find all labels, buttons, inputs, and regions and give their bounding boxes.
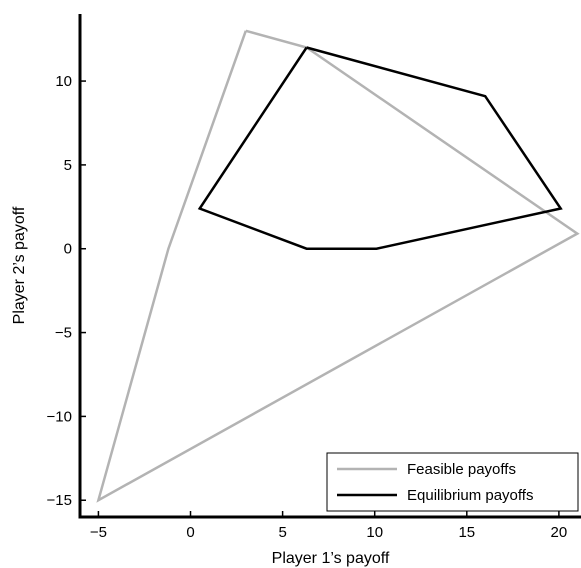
x-tick-label: 10 [366,524,383,541]
y-axis-label: Player 2’s payoff [11,206,28,324]
legend-label-equilibrium: Equilibrium payoffs [407,487,533,504]
y-tick-label: 0 [64,241,72,258]
feasible-payoffs-line [96,29,580,503]
x-tick-label: −5 [90,524,107,541]
equilibrium-payoffs-line [197,46,563,250]
x-axis-label: Player 1’s payoff [272,550,390,567]
y-tick-label: −15 [47,492,72,509]
series-layer [96,29,580,503]
legend-box [326,452,579,512]
y-tick-label: −5 [55,325,72,342]
legend: Feasible payoffs Equilibrium payoffs [326,452,579,512]
x-tick-label: 0 [186,524,194,541]
axes-layer [78,14,581,519]
y-tick-label: 5 [64,157,72,174]
ticks-layer: −5 0 5 10 15 20 −15 −10 −5 0 5 10 [47,73,568,541]
x-tick-label: 15 [458,524,475,541]
y-tick-label: −10 [47,408,72,425]
x-tick-label: 5 [278,524,286,541]
y-tick-label: 10 [55,73,72,90]
legend-label-feasible: Feasible payoffs [407,461,516,478]
x-tick-label: 20 [551,524,568,541]
